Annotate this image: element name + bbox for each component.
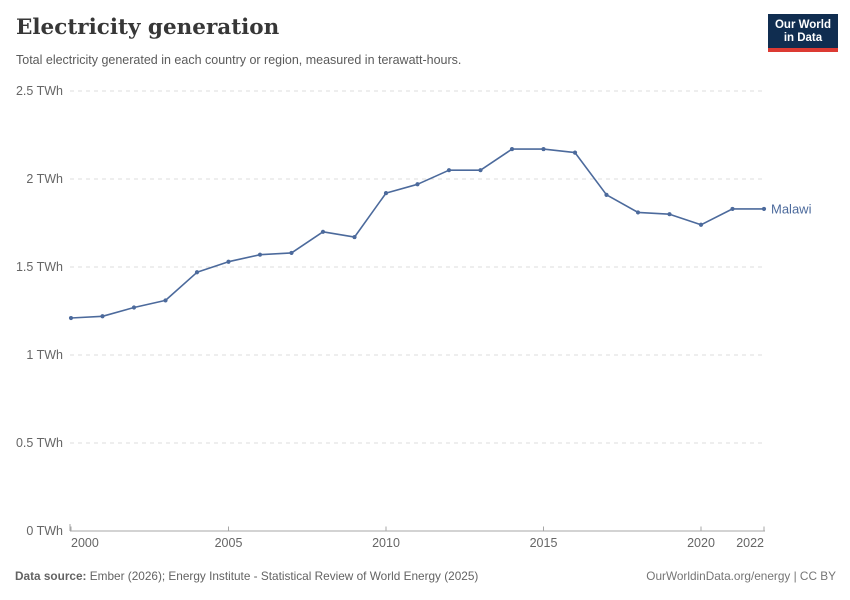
x-axis-tick-label: 2020	[687, 536, 715, 550]
data-point-marker[interactable]	[100, 314, 105, 319]
data-point-marker[interactable]	[131, 305, 137, 310]
data-point-marker[interactable]	[446, 168, 452, 173]
data-point-marker[interactable]	[68, 315, 74, 321]
owid-logo-line2: in Data	[783, 32, 823, 44]
data-point-marker[interactable]	[572, 150, 578, 155]
data-point-marker[interactable]	[163, 298, 168, 303]
owid-logo[interactable]: Our World in Data	[767, 14, 838, 52]
y-axis-tick-label: 0 TWh	[26, 524, 63, 538]
footer-datasource: Data source: Ember (2026); Energy Instit…	[15, 569, 478, 583]
data-point-marker[interactable]	[226, 259, 231, 264]
y-axis-tick-label: 1.5 TWh	[15, 260, 63, 274]
data-point-marker[interactable]	[352, 234, 357, 240]
data-point-marker[interactable]	[383, 190, 389, 196]
data-point-marker[interactable]	[415, 182, 420, 187]
chart-title: Electricity generation	[16, 15, 280, 40]
data-point-marker[interactable]	[320, 229, 326, 234]
data-point-marker[interactable]	[194, 270, 200, 275]
y-axis-tick-label: 2 TWh	[26, 172, 63, 186]
data-point-marker[interactable]	[541, 146, 546, 152]
data-point-marker[interactable]	[257, 252, 263, 257]
data-point-marker[interactable]	[667, 212, 672, 217]
data-point-marker[interactable]	[604, 192, 609, 197]
series-line-malawi[interactable]	[68, 146, 767, 321]
y-axis-tick-label: 0.5 TWh	[15, 436, 63, 450]
datasource-label: Data source:	[15, 569, 87, 583]
y-axis-tick-label: 2.5 TWh	[15, 84, 63, 98]
x-axis-tick-label: 2022	[736, 536, 764, 550]
y-axis-tick-label: 1 TWh	[26, 348, 63, 362]
data-point-marker[interactable]	[289, 250, 294, 256]
x-axis-tick-label: 2005	[214, 536, 243, 550]
owid-logo-line1: Our World	[774, 19, 831, 31]
data-point-marker[interactable]	[635, 210, 641, 215]
series-path[interactable]	[70, 148, 765, 319]
data-point-marker[interactable]	[761, 206, 767, 212]
x-axis-tick-label: 2010	[372, 536, 400, 550]
data-point-marker[interactable]	[698, 222, 704, 227]
data-point-marker[interactable]	[730, 206, 735, 212]
datasource-value: Ember (2026); Energy Institute - Statist…	[86, 569, 479, 583]
x-axis-tick-label: 2015	[529, 536, 558, 550]
chart-subtitle: Total electricity generated in each coun…	[16, 53, 462, 67]
series-end-label-malawi[interactable]: Malawi	[771, 201, 812, 217]
x-axis-tick-label: 2000	[71, 536, 99, 550]
footer-license-link[interactable]: OurWorldinData.org/energy | CC BY	[646, 569, 836, 583]
data-point-marker[interactable]	[509, 146, 515, 152]
data-point-marker[interactable]	[478, 168, 483, 173]
